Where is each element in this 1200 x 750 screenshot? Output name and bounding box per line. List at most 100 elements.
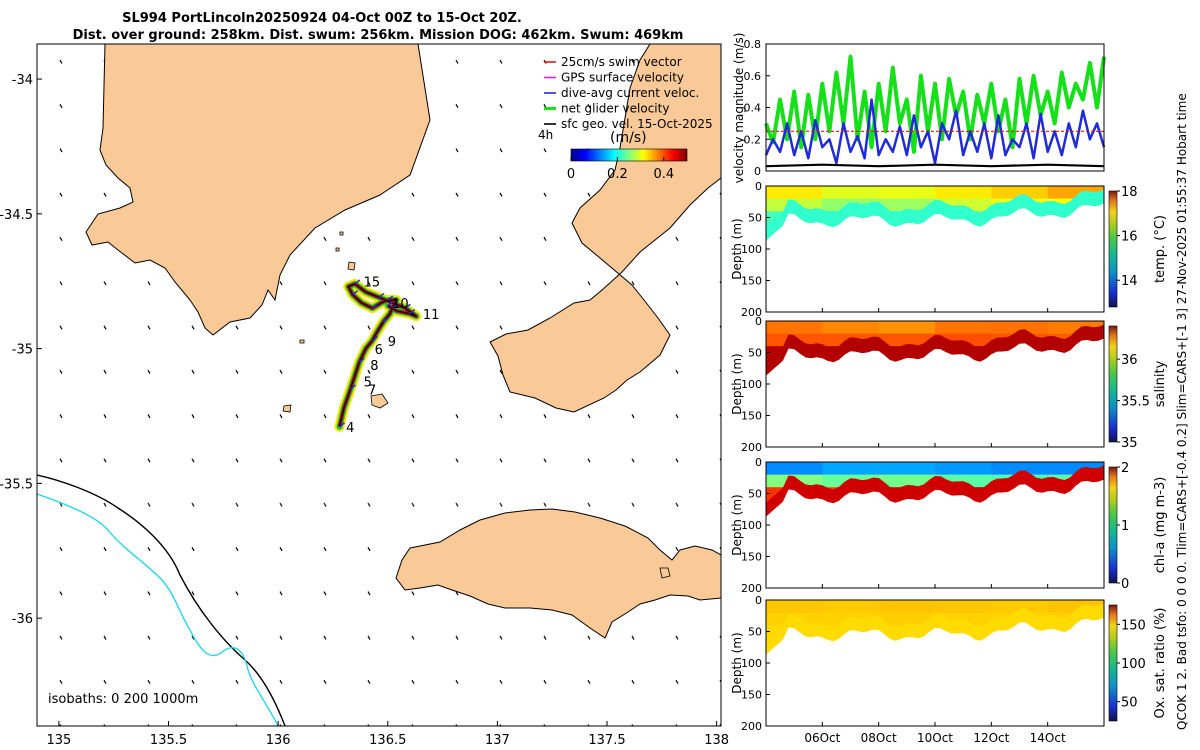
surface-velocity-arrow (499, 104, 503, 109)
section-cell (822, 321, 880, 335)
surface-velocity-arrow (411, 414, 415, 419)
surface-velocity-arrow (455, 192, 459, 197)
surface-velocity-arrow (103, 547, 107, 552)
land-eyre-peninsula (85, 44, 431, 336)
section-y-tick-label: 50 (748, 347, 762, 360)
section-cell (935, 186, 992, 200)
surface-velocity-arrow (719, 502, 721, 506)
surface-velocity-arrow (675, 679, 679, 684)
surface-velocity-arrow (103, 414, 107, 419)
map-y-tick-label: -34 (12, 73, 33, 88)
surface-velocity-arrow (411, 724, 414, 726)
surface-velocity-arrow (59, 104, 63, 109)
land-small-islands (282, 231, 671, 579)
section-y-tick-label: 100 (741, 378, 762, 391)
map-y-tick-label: -36 (12, 612, 33, 627)
section-colorbar-tick-label: 14 (1121, 274, 1138, 289)
section-y-tick-label: 100 (741, 243, 762, 256)
map-x-tick-label: 135 (47, 733, 72, 748)
section-x-tick-label: 14Oct (1030, 731, 1066, 745)
surface-velocity-arrow (191, 679, 195, 684)
surface-velocity-arrow (59, 547, 63, 552)
surface-velocity-arrow (499, 724, 502, 726)
qc-side-label: QCOK 1 2. Bad tsfo: 0 0 0 0. Tlim=CARS+[… (1175, 93, 1189, 730)
surface-velocity-arrow (367, 458, 371, 463)
surface-velocity-arrow (147, 502, 151, 507)
surface-velocity-arrow (323, 325, 327, 330)
surface-velocity-arrow (191, 502, 195, 507)
section-colorbar (1108, 325, 1118, 443)
velocity-y-axis-label: velocity magnitude (m/s) (732, 33, 746, 184)
speed-colorbar-tick-label: 0 (567, 167, 575, 182)
section-cell (766, 321, 823, 335)
surface-velocity-arrow (499, 59, 503, 64)
section-cell (766, 462, 823, 476)
surface-velocity-arrow (323, 724, 326, 726)
surface-velocity-arrow (59, 281, 63, 286)
surface-velocity-arrow (411, 502, 415, 507)
surface-velocity-arrow (279, 281, 283, 286)
surface-velocity-arrow (499, 458, 503, 463)
map-x-tick-label: 136.5 (369, 733, 406, 748)
surface-velocity-arrow (367, 724, 370, 726)
surface-velocity-arrow (235, 369, 239, 374)
surface-velocity-arrow (147, 414, 151, 419)
isobath-label: isobaths: 0 200 1000m (48, 692, 198, 707)
surface-velocity-arrow (675, 458, 679, 463)
surface-velocity-arrow (103, 281, 107, 286)
dive-avg-vector (354, 279, 361, 285)
section-colorbar-tick-label: 50 (1121, 696, 1138, 711)
surface-velocity-arrow (587, 502, 591, 507)
dive-avg-vector (391, 303, 398, 309)
velocity-series-3 (765, 163, 1105, 168)
surface-velocity-arrow (455, 104, 459, 109)
velocity-y-tick-label: 0.4 (744, 102, 762, 115)
section-no-data-mask (766, 617, 1104, 726)
surface-velocity-arrow (499, 369, 503, 374)
surface-velocity-arrow (191, 325, 195, 330)
surface-velocity-arrow (455, 148, 459, 153)
surface-velocity-arrow (191, 547, 195, 552)
surface-velocity-arrow (147, 547, 151, 552)
surface-velocity-arrow (59, 414, 63, 419)
track-line (339, 283, 417, 427)
surface-velocity-arrow (455, 236, 459, 241)
surface-velocity-arrow (455, 414, 459, 419)
surface-velocity-arrow (543, 281, 547, 286)
surface-velocity-arrow (367, 369, 371, 374)
surface-velocity-arrow (543, 192, 547, 197)
surface-velocity-arrow (147, 679, 151, 684)
day-label: 11 (423, 308, 440, 323)
surface-velocity-arrow (543, 458, 547, 463)
surface-velocity-arrow (719, 458, 721, 462)
dive-avg-vector (339, 422, 345, 428)
section-colorbar-tick-label: 16 (1121, 230, 1138, 245)
section-y-tick-label: 200 (741, 441, 762, 454)
dive-avg-vector (387, 295, 394, 301)
map-x-tick-label: 137.5 (588, 733, 625, 748)
surface-velocity-arrow (191, 591, 195, 596)
surface-velocity-arrow (103, 591, 107, 596)
section-y-tick-label: 200 (741, 720, 762, 733)
isobath-1000m (37, 474, 286, 726)
surface-velocity-arrow (675, 281, 679, 286)
surface-velocity-arrow (499, 148, 503, 153)
section-colorbar (1108, 466, 1118, 584)
surface-velocity-arrow (631, 458, 635, 463)
surface-velocity-arrow (455, 635, 459, 640)
surface-velocity-arrow (147, 724, 150, 726)
surface-velocity-arrow (587, 724, 590, 726)
surface-velocity-arrow (279, 369, 283, 374)
surface-velocity-arrow (631, 414, 635, 419)
surface-velocity-arrow (235, 635, 239, 640)
surface-velocity-arrow (543, 679, 547, 684)
map-y-tick-label: -35.5 (0, 477, 33, 492)
surface-velocity-arrow (455, 369, 459, 374)
surface-velocity-arrow (411, 281, 415, 286)
section-cell (991, 321, 1049, 335)
legend-label: net glider velocity (561, 102, 669, 116)
surface-velocity-arrow (587, 635, 591, 640)
section-colorbar-label: temp. (°C) (1153, 215, 1168, 283)
surface-velocity-arrow (411, 679, 415, 684)
